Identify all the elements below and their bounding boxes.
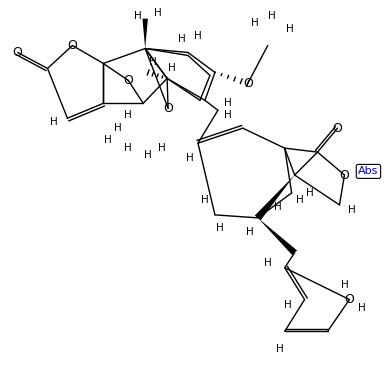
Text: O: O [13,46,23,59]
Text: H: H [114,123,122,133]
Text: O: O [123,74,133,87]
Text: H: H [341,280,348,289]
Text: H: H [268,11,275,21]
Text: H: H [125,110,132,120]
Text: H: H [50,117,58,127]
Polygon shape [255,175,294,220]
Text: H: H [274,202,282,212]
Text: H: H [186,153,194,163]
Text: H: H [357,303,365,312]
Text: H: H [194,31,202,41]
Text: O: O [163,102,173,115]
Text: H: H [125,143,132,153]
Text: O: O [345,293,354,306]
Text: H: H [154,8,162,18]
Text: H: H [284,300,291,310]
Text: H: H [306,188,314,198]
Text: H: H [224,110,232,120]
Text: O: O [340,169,350,181]
Polygon shape [142,19,148,49]
Text: H: H [296,195,303,205]
Text: H: H [348,205,355,215]
Polygon shape [258,218,297,255]
Text: H: H [178,34,186,43]
Text: H: H [168,64,176,73]
Text: H: H [201,195,209,205]
Text: O: O [68,39,77,52]
Text: H: H [246,227,254,237]
Text: H: H [158,143,166,153]
Text: H: H [276,344,284,354]
Text: H: H [144,150,152,160]
Text: H: H [104,135,112,145]
Text: H: H [264,258,272,268]
Text: H: H [251,18,259,28]
Text: H: H [224,98,232,108]
Text: H: H [134,11,142,21]
Text: H: H [216,223,224,233]
Text: O: O [333,122,343,135]
Text: H: H [286,24,294,34]
Text: O: O [243,77,253,90]
Text: H: H [149,57,157,68]
Text: Abs: Abs [358,166,379,176]
